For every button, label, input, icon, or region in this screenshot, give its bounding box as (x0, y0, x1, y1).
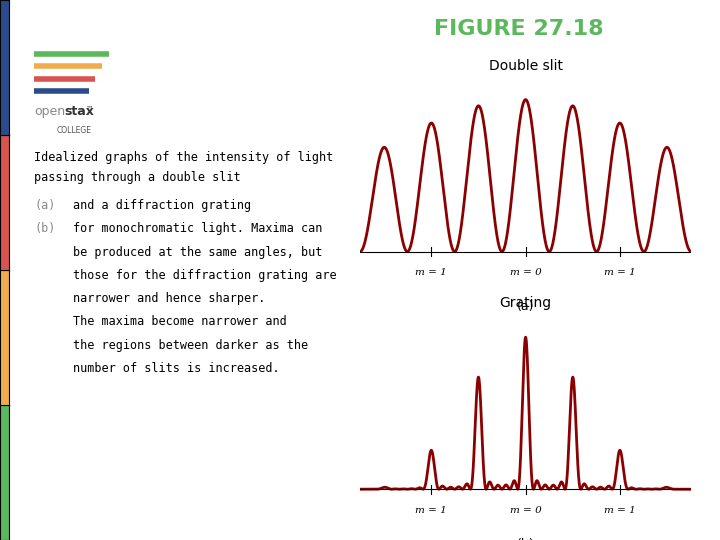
Text: COLLEGE: COLLEGE (56, 126, 91, 135)
Text: ™: ™ (86, 105, 94, 114)
Text: (b): (b) (35, 222, 56, 235)
Text: those for the diffraction grating are: those for the diffraction grating are (73, 269, 337, 282)
Text: (b): (b) (517, 538, 534, 540)
Text: open: open (35, 105, 66, 118)
Text: m = 1: m = 1 (415, 506, 447, 515)
Text: (a): (a) (35, 199, 56, 212)
Text: m = 1: m = 1 (604, 506, 636, 515)
Text: (a): (a) (517, 300, 534, 313)
Text: m = 0: m = 0 (510, 268, 541, 278)
Text: m = 1: m = 1 (604, 268, 636, 278)
Text: narrower and hence sharper.: narrower and hence sharper. (73, 292, 266, 305)
Text: Grating: Grating (500, 296, 552, 310)
Text: and a diffraction grating: and a diffraction grating (73, 199, 251, 212)
Text: m = 1: m = 1 (415, 268, 447, 278)
Text: passing through a double slit: passing through a double slit (35, 171, 241, 184)
Text: m = 0: m = 0 (510, 506, 541, 515)
Text: be produced at the same angles, but: be produced at the same angles, but (73, 246, 323, 259)
Text: for monochromatic light. Maxima can: for monochromatic light. Maxima can (73, 222, 323, 235)
Text: number of slits is increased.: number of slits is increased. (73, 362, 280, 375)
Text: the regions between darker as the: the regions between darker as the (73, 339, 309, 352)
Text: FIGURE 27.18: FIGURE 27.18 (433, 19, 603, 39)
Text: Idealized graphs of the intensity of light: Idealized graphs of the intensity of lig… (35, 151, 334, 164)
Text: Double slit: Double slit (489, 58, 562, 72)
Text: The maxima become narrower and: The maxima become narrower and (73, 315, 287, 328)
Text: stax: stax (64, 105, 94, 118)
